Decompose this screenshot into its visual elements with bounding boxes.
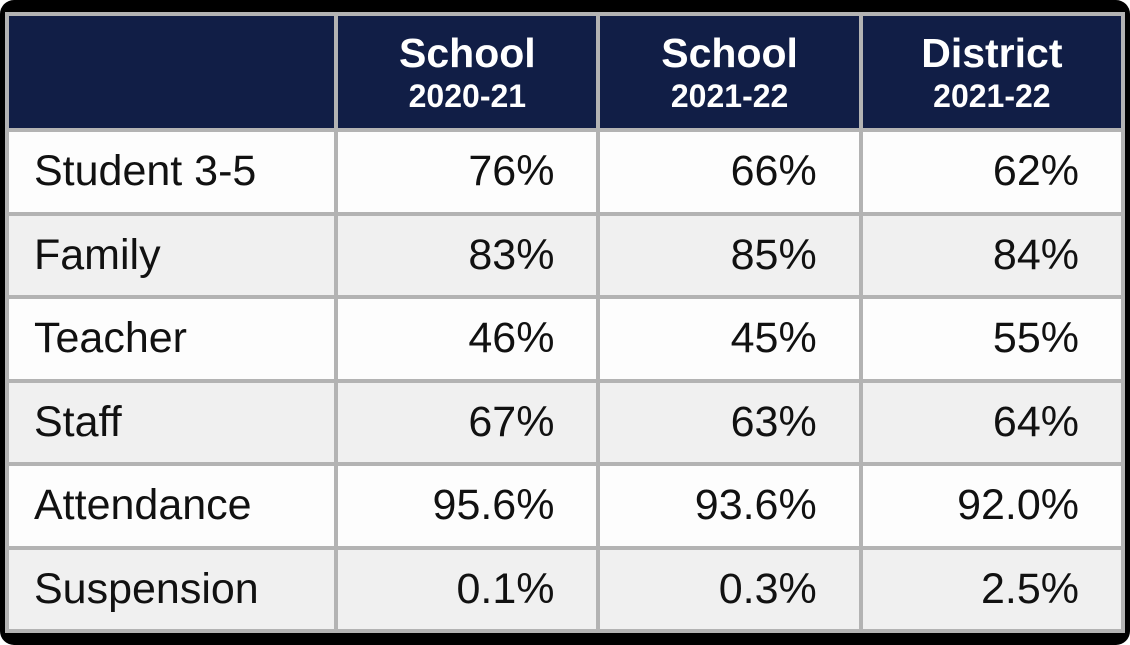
header-cell-school-2021-22: School 2021-22 [596, 12, 863, 132]
header-row: School 2020-21 School 2021-22 District 2… [4, 12, 1126, 132]
value-cell: 64% [858, 378, 1126, 466]
value-cell: 85% [596, 211, 863, 299]
value-cell: 83% [334, 211, 601, 299]
row-label: Suspension [4, 545, 339, 633]
table-row-family: Family 83% 85% 84% [4, 211, 1126, 299]
row-label: Family [4, 211, 339, 299]
metrics-table: School 2020-21 School 2021-22 District 2… [4, 12, 1126, 633]
value-cell: 67% [334, 378, 601, 466]
value-cell: 0.1% [334, 545, 601, 633]
column-subtitle: 2020-21 [408, 78, 527, 115]
value-cell: 63% [596, 378, 863, 466]
table-row-teacher: Teacher 46% 45% 55% [4, 295, 1126, 383]
value-cell: 95.6% [334, 462, 601, 550]
column-title: School [661, 30, 798, 76]
row-label: Attendance [4, 462, 339, 550]
table-row-attendance: Attendance 95.6% 93.6% 92.0% [4, 462, 1126, 550]
value-cell: 2.5% [858, 545, 1126, 633]
value-cell: 92.0% [858, 462, 1126, 550]
value-cell: 93.6% [596, 462, 863, 550]
row-label: Teacher [4, 295, 339, 383]
value-cell: 55% [858, 295, 1126, 383]
column-title: District [921, 30, 1063, 76]
value-cell: 84% [858, 211, 1126, 299]
row-label: Staff [4, 378, 339, 466]
value-cell: 45% [596, 295, 863, 383]
table-row-staff: Staff 67% 63% 64% [4, 378, 1126, 466]
value-cell: 66% [596, 128, 863, 216]
table-row-suspension: Suspension 0.1% 0.3% 2.5% [4, 545, 1126, 633]
column-subtitle: 2021-22 [670, 78, 789, 115]
value-cell: 46% [334, 295, 601, 383]
value-cell: 62% [858, 128, 1126, 216]
header-corner-cell [4, 12, 339, 132]
header-cell-school-2020-21: School 2020-21 [334, 12, 601, 132]
header-cell-district-2021-22: District 2021-22 [858, 12, 1126, 132]
column-title: School [399, 30, 536, 76]
table-row-student-3-5: Student 3-5 76% 66% 62% [4, 128, 1126, 216]
value-cell: 76% [334, 128, 601, 216]
column-subtitle: 2021-22 [933, 78, 1051, 115]
row-label: Student 3-5 [4, 128, 339, 216]
value-cell: 0.3% [596, 545, 863, 633]
